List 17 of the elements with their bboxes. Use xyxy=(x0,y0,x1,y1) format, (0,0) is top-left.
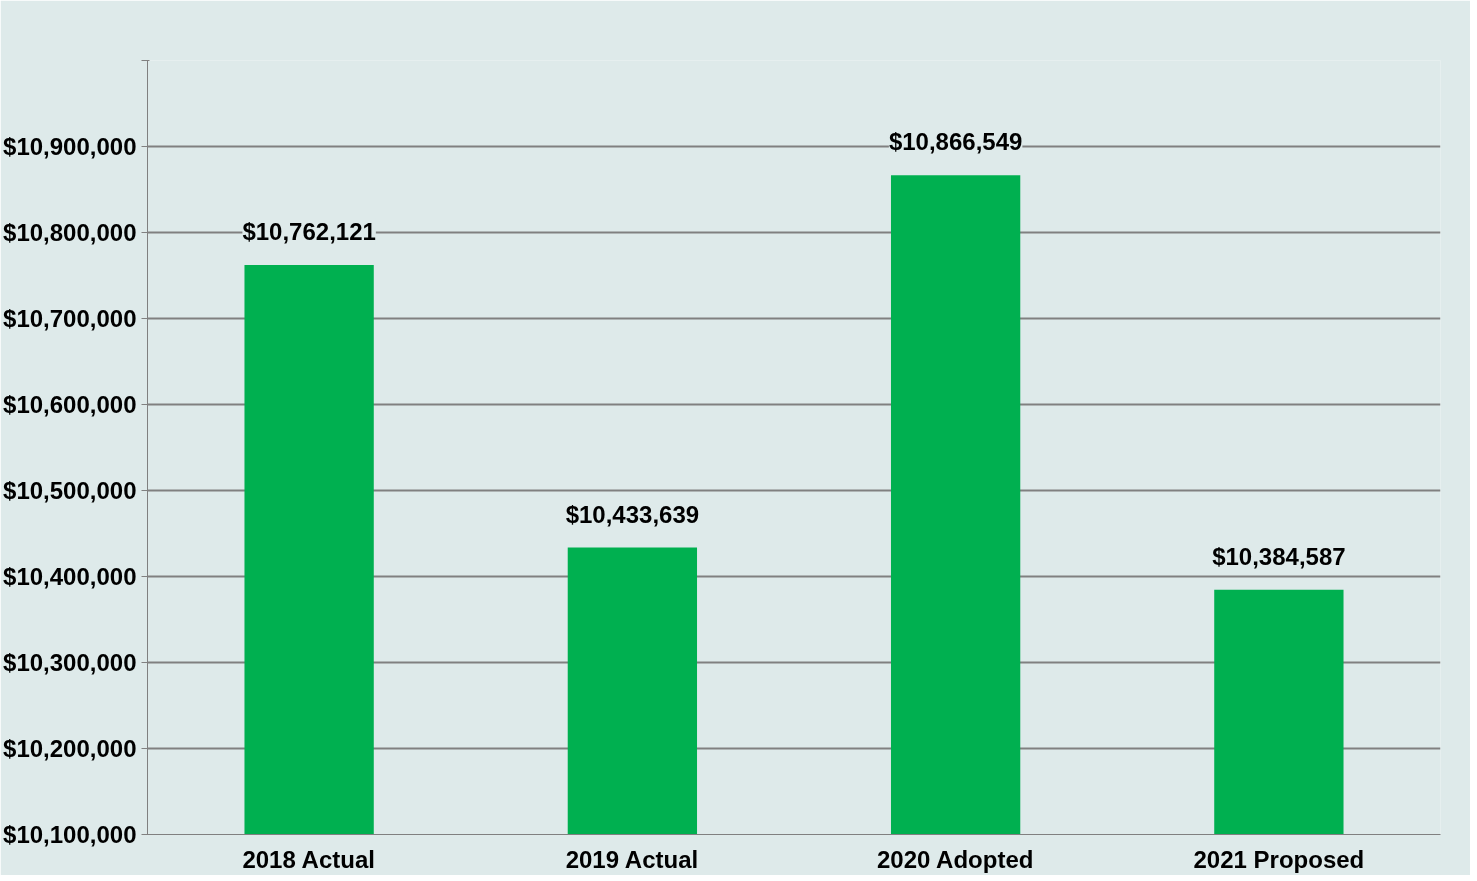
y-tick-label: $10,700,000 xyxy=(3,305,137,332)
x-tick-label: 2018 Actual xyxy=(242,845,375,873)
data-label: $10,866,549 xyxy=(888,128,1023,156)
y-tick-label: $10,500,000 xyxy=(3,477,137,504)
y-tick-label: $10,800,000 xyxy=(3,219,137,246)
x-tick-label: 2020 Adopted xyxy=(876,845,1034,873)
x-tick-label: 2019 Actual xyxy=(565,845,699,873)
y-tick-label: $10,900,000 xyxy=(3,133,137,160)
y-tick-label: $10,600,000 xyxy=(3,391,137,418)
data-label: $10,433,639 xyxy=(565,500,700,528)
y-tick-label: $10,300,000 xyxy=(3,649,137,676)
y-tick-label: $10,200,000 xyxy=(3,735,137,762)
x-tick-label: 2021 Proposed xyxy=(1193,845,1365,873)
data-label: $10,762,121 xyxy=(242,218,376,246)
y-tick-label: $10,400,000 xyxy=(3,563,137,590)
data-label: $10,384,587 xyxy=(1212,542,1346,570)
y-tick-label: $10,100,000 xyxy=(3,821,137,848)
